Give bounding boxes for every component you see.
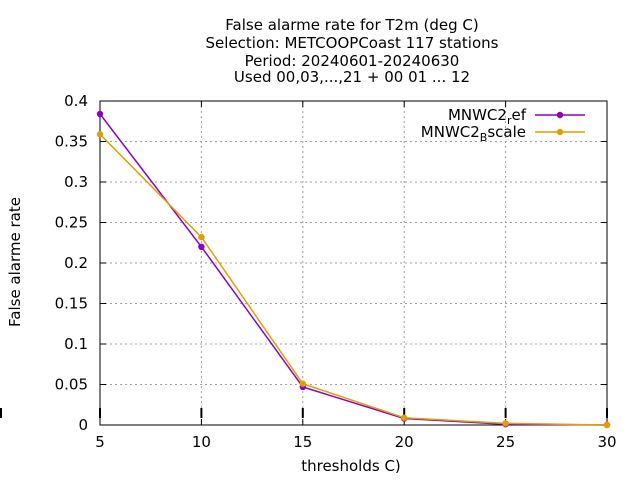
legend-swatch-marker [556,128,564,136]
data-point [401,414,408,421]
plot-border [99,100,608,426]
x-tick-label: 25 [496,433,515,451]
y-tick-label: 0.2 [64,254,88,272]
series-line [99,133,608,426]
gridlines [100,101,607,425]
series-line [99,113,608,426]
data-point [299,380,306,387]
y-tick-label: 0.1 [64,335,88,353]
legend-swatch-marker [556,111,564,119]
data-point [198,233,205,241]
data-point [96,110,104,118]
title-line-2: Selection: METCOOPCoast 117 stations [206,34,499,52]
x-tick-label: 15 [293,433,312,451]
tick-labels: 0 0.05 0.1 0.15 0.2 0.25 0.3 0.35 0.4 5 10 15 20 25 30 [55,92,617,451]
data-point [603,421,611,429]
x-axis-label: thresholds C) [301,457,401,475]
data-point [198,243,205,250]
title-line-4: Used 00,03,...,21 + 00 01 ... 12 [234,68,470,86]
y-tick-label: 0.25 [55,214,88,232]
y-tick-label: 0.05 [55,376,88,394]
x-tick-label: 20 [395,433,414,451]
title-line-1: False alarme rate for T2m (deg C) [225,16,478,34]
data-point [502,420,509,427]
y-tick-label: 0.15 [55,295,88,313]
legend-label: MNWC2Bscale [421,123,526,144]
y-axis-label: False alarme rate [6,197,24,327]
chart-title: False alarme rate for T2m (deg C) Select… [206,16,499,86]
y-tick-label: 0.3 [64,173,88,191]
legend-label: MNWC2ref [448,106,527,127]
data-point [96,131,104,138]
y-tick-label: 0.35 [55,133,88,151]
x-tick-label: 10 [192,433,211,451]
series [96,110,611,429]
y-tick-label: 0 [78,416,88,434]
y-tick-label: 0.4 [64,92,88,110]
title-line-3: Period: 20240601-20240630 [245,52,460,70]
x-tick-label: 5 [95,433,105,451]
x-tick-label: 30 [597,433,616,451]
